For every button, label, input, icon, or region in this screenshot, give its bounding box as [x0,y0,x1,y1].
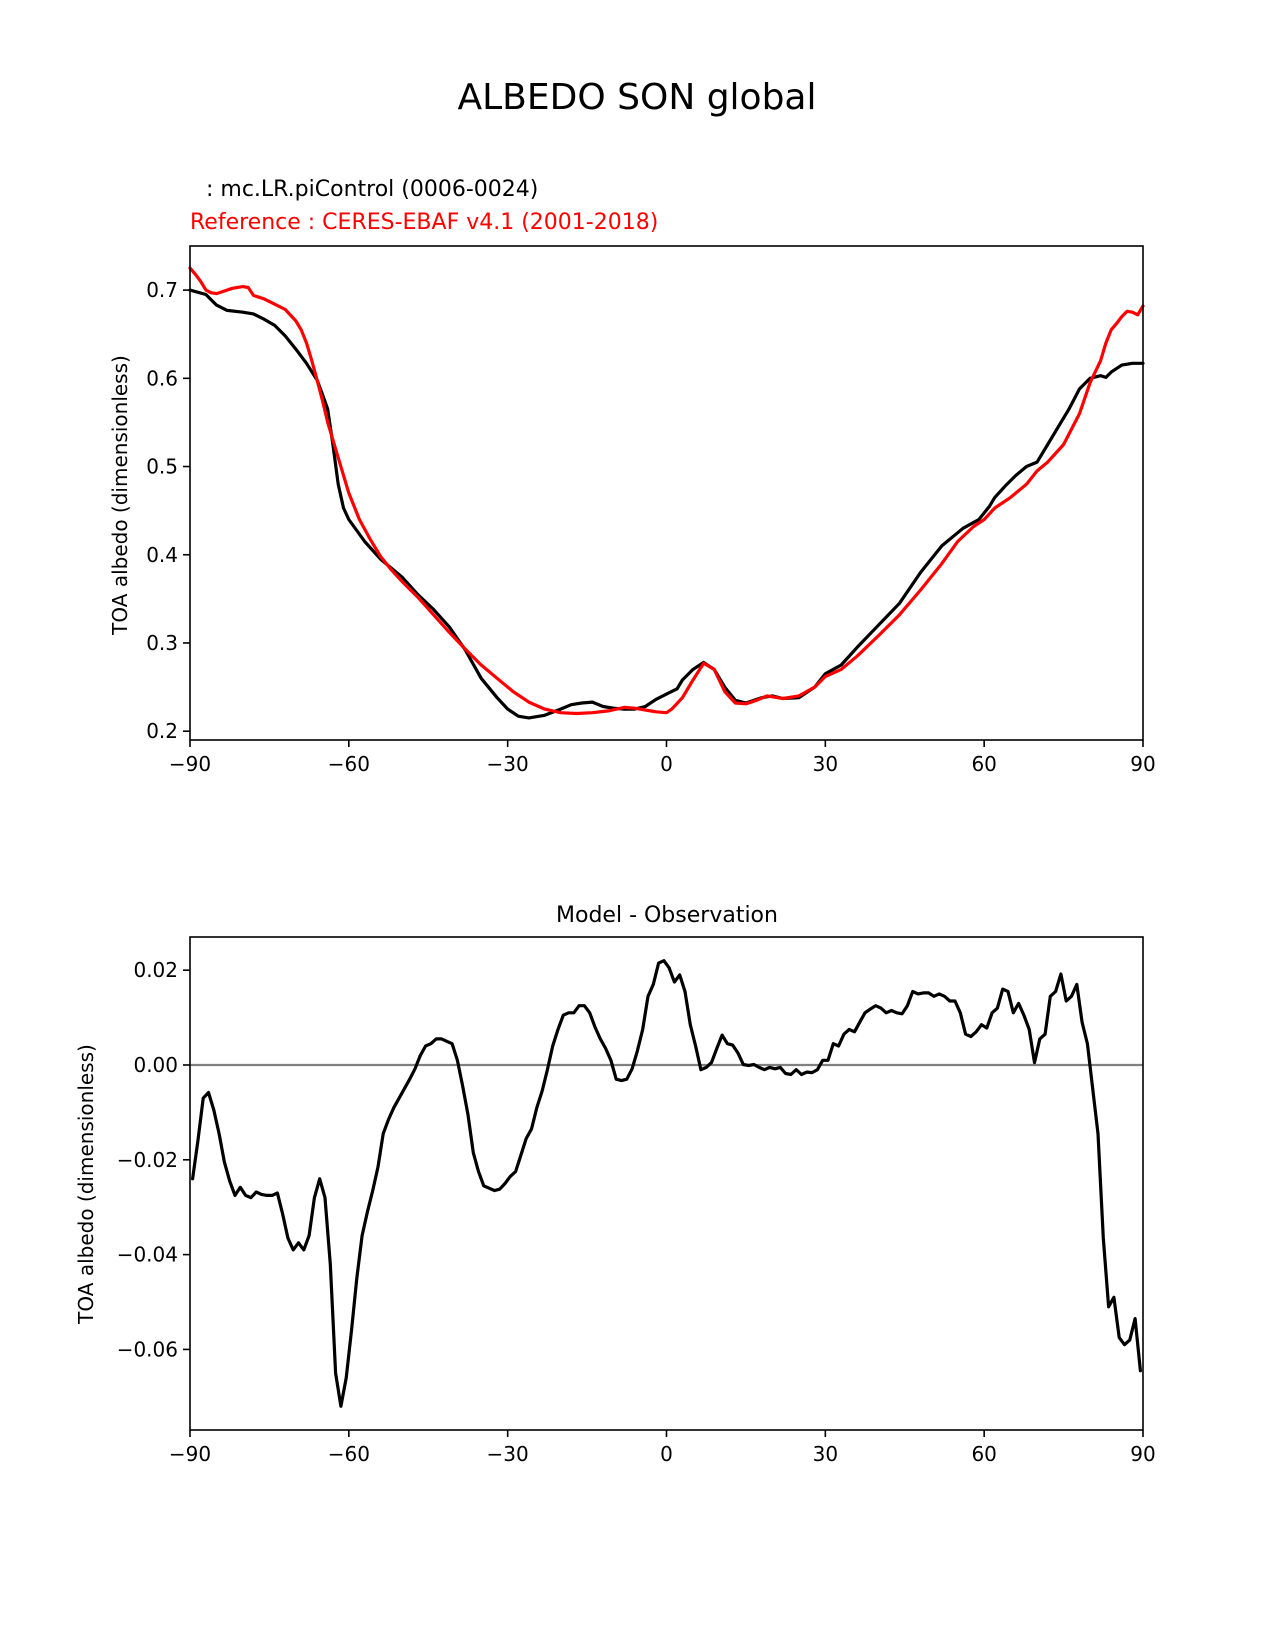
bottom-x-tick-label: −90 [169,1442,211,1466]
top-series-line-1 [188,288,1145,720]
bottom-x-tick-label: 90 [1130,1442,1155,1466]
top-x-tick-label: 60 [971,752,996,776]
top-x-tick-label: −90 [169,752,211,776]
bottom-x-tick-label: −30 [487,1442,529,1466]
bottom-chart-title: Model - Observation [556,903,778,928]
top-x-tick-label: 0 [660,752,673,776]
top-series-line-2 [188,266,1145,716]
bottom-x-tick-label: 30 [813,1442,838,1466]
zonal-mean-chart: TOA albedo (dimensionless) −90 −60 −30 0 30 6… [108,245,1156,776]
bottom-y-tick-label: 0.02 [133,958,178,982]
top-y-tick-label: 0.6 [146,366,178,390]
top-x-tick-label: −30 [487,752,529,776]
bottom-x-tick-label: 0 [660,1442,673,1466]
top-y-tick-label: 0.5 [146,455,178,479]
top-x-tick-label: −60 [328,752,370,776]
difference-chart: Model - Observation TOA albedo (dimensio… [74,903,1156,1466]
top-x-tick-label: 90 [1130,752,1155,776]
top-y-tick-label: 0.4 [146,543,178,567]
bottom-y-tick-label: −0.04 [117,1243,178,1267]
bottom-series-line-1 [191,959,1143,1408]
bottom-y-tick-label: −0.02 [117,1148,178,1172]
legend-model-label: : mc.LR.piControl (0006-0024) [206,177,538,202]
legend-reference-label: Reference : CERES-EBAF v4.1 (2001-2018) [190,210,658,235]
bottom-ylabel: TOA albedo (dimensionless) [74,1044,98,1325]
top-ylabel: TOA albedo (dimensionless) [108,355,132,636]
top-y-tick-label: 0.2 [146,719,178,743]
bottom-x-tick-label: −60 [328,1442,370,1466]
bottom-y-tick-label: −0.06 [117,1337,178,1361]
bottom-x-tick-label: 60 [971,1442,996,1466]
top-y-tick-label: 0.7 [146,278,178,302]
top-x-tick-label: 30 [813,752,838,776]
top-y-tick-label: 0.3 [146,631,178,655]
figure-title: ALBEDO SON global [458,77,817,118]
bottom-axes-frame [189,936,1144,1431]
bottom-y-tick-label: 0.00 [133,1053,178,1077]
